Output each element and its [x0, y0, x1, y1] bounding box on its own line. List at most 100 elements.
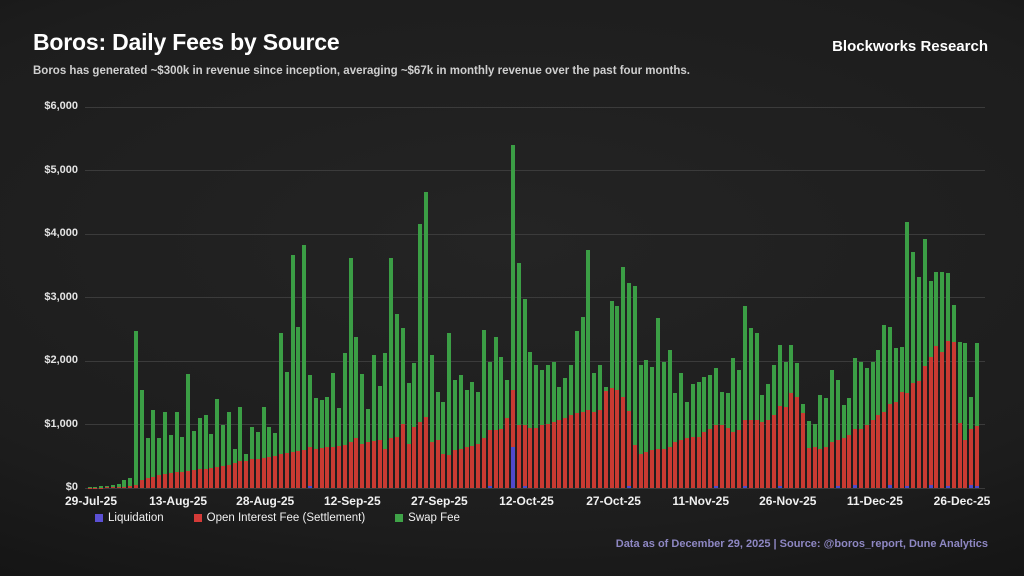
bar-segment-swap-fee	[603, 386, 608, 392]
bar-segment-open-interest-fee-settlement	[273, 455, 278, 488]
bar-group	[197, 418, 202, 488]
bar-group	[684, 401, 689, 488]
bar-segment-open-interest-fee-settlement	[928, 357, 933, 486]
bar-group	[284, 371, 289, 488]
bar-segment-open-interest-fee-settlement	[725, 428, 730, 488]
bar-segment-open-interest-fee-settlement	[122, 486, 127, 488]
bar-segment-swap-fee	[974, 342, 979, 427]
bar-segment-open-interest-fee-settlement	[864, 425, 869, 488]
bar-segment-open-interest-fee-settlement	[974, 426, 979, 487]
bar-group	[458, 374, 463, 488]
bar-segment-swap-fee	[592, 373, 597, 412]
bar-segment-swap-fee	[882, 324, 887, 412]
bar-segment-swap-fee	[215, 399, 220, 468]
bar-segment-open-interest-fee-settlement	[389, 438, 394, 488]
legend-swatch-icon	[193, 514, 202, 522]
bar-segment-open-interest-fee-settlement	[249, 458, 254, 488]
bar-segment-swap-fee	[684, 401, 689, 439]
bar-segment-swap-fee	[679, 373, 684, 441]
bar-group	[539, 369, 544, 488]
bar-group	[899, 346, 904, 488]
bar-segment-open-interest-fee-settlement	[563, 418, 568, 488]
bar-group	[661, 361, 666, 488]
bar-group	[621, 267, 626, 488]
bar-segment-open-interest-fee-settlement	[215, 467, 220, 488]
bar-segment-swap-fee	[864, 368, 869, 426]
bar-segment-swap-fee	[122, 480, 127, 487]
bar-group	[464, 390, 469, 488]
bar-group	[969, 396, 974, 488]
bar-segment-swap-fee	[418, 223, 423, 422]
bar-segment-swap-fee	[104, 485, 109, 488]
bar-segment-liquidation	[974, 486, 979, 488]
bar-group	[812, 423, 817, 488]
bar-segment-open-interest-fee-settlement	[708, 428, 713, 488]
bar-group	[829, 369, 834, 488]
bar-segment-open-interest-fee-settlement	[824, 447, 829, 488]
bar-segment-open-interest-fee-settlement	[876, 415, 881, 488]
bar-group	[215, 399, 220, 488]
bar-segment-open-interest-fee-settlement	[574, 413, 579, 488]
bar-segment-liquidation	[969, 485, 974, 488]
bar-group	[783, 361, 788, 488]
bar-segment-swap-fee	[934, 271, 939, 347]
bar-segment-swap-fee	[922, 239, 927, 367]
bar-segment-swap-fee	[191, 430, 196, 470]
bar-group	[290, 254, 295, 488]
bar-segment-open-interest-fee-settlement	[545, 423, 550, 488]
bar-segment-swap-fee	[870, 361, 875, 421]
bar-group	[360, 373, 365, 488]
bar-group	[476, 391, 481, 488]
bar-segment-swap-fee	[220, 424, 225, 467]
bar-segment-swap-fee	[244, 453, 249, 462]
bar-group	[777, 344, 782, 488]
bar-segment-open-interest-fee-settlement	[470, 446, 475, 488]
bar-group	[377, 386, 382, 488]
bar-group	[835, 380, 840, 488]
bar-segment-open-interest-fee-settlement	[226, 465, 231, 488]
bar-segment-swap-fee	[534, 365, 539, 429]
bar-segment-open-interest-fee-settlement	[406, 443, 411, 488]
bar-segment-open-interest-fee-settlement	[684, 438, 689, 488]
bar-segment-open-interest-fee-settlement	[615, 389, 620, 488]
bar-segment-open-interest-fee-settlement	[650, 450, 655, 488]
bar-segment-swap-fee	[754, 333, 759, 421]
bar-group	[551, 361, 556, 488]
bar-segment-swap-fee	[841, 405, 846, 439]
bar-segment-swap-fee	[824, 398, 829, 448]
chart-title: Boros: Daily Fees by Source	[33, 29, 340, 55]
bar-group	[203, 414, 208, 488]
bar-segment-open-interest-fee-settlement	[510, 390, 515, 448]
bar-segment-open-interest-fee-settlement	[516, 424, 521, 488]
bar-segment-open-interest-fee-settlement	[452, 450, 457, 488]
bar-segment-open-interest-fee-settlement	[835, 440, 840, 487]
bar-segment-swap-fee	[800, 403, 805, 414]
bar-segment-swap-fee	[476, 391, 481, 444]
bar-segment-swap-fee	[464, 390, 469, 448]
bar-segment-swap-fee	[609, 301, 614, 389]
x-axis-tick-label: 26-Nov-25	[759, 494, 817, 508]
y-axis-tick-label: $5,000	[44, 163, 78, 176]
bar-segment-open-interest-fee-settlement	[261, 457, 266, 488]
bar-segment-open-interest-fee-settlement	[458, 448, 463, 488]
bar-group	[157, 438, 162, 488]
y-axis-tick-label: $1,000	[44, 417, 78, 430]
bar-group	[307, 375, 312, 488]
bar-group	[702, 376, 707, 488]
bar-group	[858, 361, 863, 488]
bar-segment-open-interest-fee-settlement	[197, 469, 202, 488]
bar-group	[644, 360, 649, 488]
gridline	[85, 170, 985, 171]
bar-group	[713, 368, 718, 488]
bar-group	[452, 380, 457, 488]
y-axis-tick-label: $2,000	[44, 354, 78, 366]
bar-group	[609, 301, 614, 488]
bar-segment-open-interest-fee-settlement	[522, 424, 527, 487]
bar-segment-open-interest-fee-settlement	[128, 486, 133, 488]
bar-segment-swap-fee	[290, 254, 295, 453]
bar-segment-open-interest-fee-settlement	[858, 428, 863, 488]
bar-group	[568, 365, 573, 488]
bar-segment-open-interest-fee-settlement	[644, 451, 649, 488]
bar-segment-open-interest-fee-settlement	[464, 447, 469, 488]
bar-group	[893, 348, 898, 488]
